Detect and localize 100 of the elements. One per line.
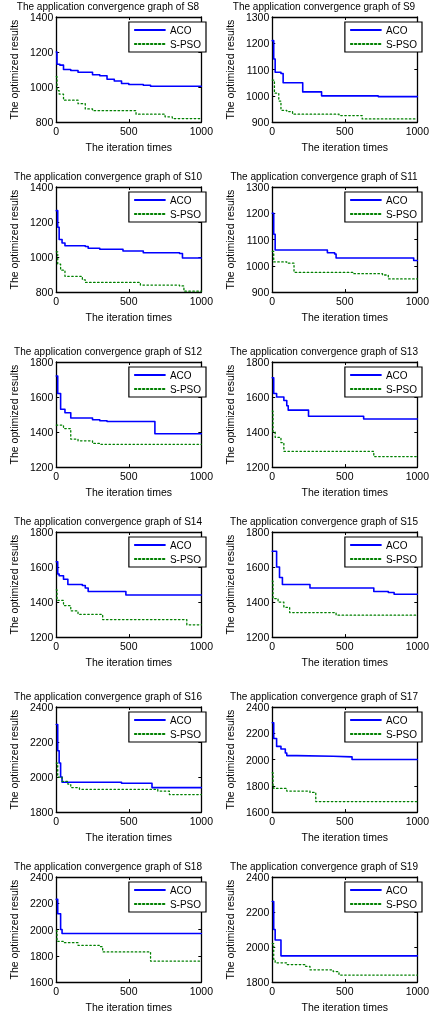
- y-tick-label: 1400: [29, 181, 54, 193]
- y-tick-label: 900: [251, 286, 270, 299]
- y-tick-label: 1200: [29, 461, 54, 474]
- x-axis-title: The iteration times: [85, 310, 172, 323]
- x-tick-label: 500: [120, 639, 138, 652]
- legend-label: ACO: [385, 539, 408, 551]
- x-tick-label: 500: [336, 469, 354, 482]
- x-tick-label: 1000: [405, 639, 430, 652]
- x-tick-label: 0: [269, 814, 276, 827]
- y-axis-title: The optimized results: [7, 534, 20, 635]
- x-tick-label: 0: [53, 814, 60, 827]
- x-axis-title: The iteration times: [85, 830, 172, 843]
- y-axis-title: The optimized results: [7, 709, 20, 810]
- x-axis-title: The iteration times: [301, 655, 388, 668]
- x-tick-label: 500: [120, 814, 138, 827]
- y-tick-label: 1600: [245, 806, 270, 819]
- y-tick-label: 1400: [29, 11, 54, 23]
- y-tick-label: 1400: [245, 596, 270, 609]
- y-tick-label: 1400: [245, 426, 270, 439]
- legend-label: S-PSO: [385, 38, 418, 50]
- y-tick-label: 1000: [29, 81, 54, 94]
- x-tick-label: 0: [53, 294, 60, 307]
- chart-title: The application convergence graph of S15: [230, 515, 419, 527]
- y-tick-label: 1100: [246, 233, 270, 246]
- chart-title: The application convergence graph of S18: [14, 860, 203, 872]
- y-tick-label: 900: [251, 116, 270, 129]
- x-tick-label: 500: [120, 984, 138, 997]
- chart-title: The application convergence graph of S16: [14, 690, 203, 702]
- y-tick-label: 1100: [246, 63, 270, 76]
- x-tick-label: 1000: [189, 984, 214, 997]
- x-tick-label: 1000: [189, 639, 214, 652]
- x-tick-label: 0: [269, 294, 276, 307]
- x-tick-label: 0: [269, 984, 276, 997]
- legend-label: S-PSO: [385, 728, 418, 740]
- chart-title: The application convergence graph of S8: [16, 0, 200, 12]
- y-tick-label: 1800: [29, 356, 54, 368]
- y-tick-label: 1800: [245, 779, 270, 792]
- y-axis-title: The optimized results: [7, 19, 20, 120]
- x-tick-label: 500: [120, 294, 138, 307]
- legend-label: ACO: [385, 369, 408, 381]
- x-axis-title: The iteration times: [301, 1000, 388, 1013]
- x-tick-label: 1000: [405, 124, 430, 137]
- y-tick-label: 1400: [29, 596, 54, 609]
- y-axis-title: The optimized results: [7, 879, 20, 980]
- chart-title: The application convergence graph of S14: [14, 515, 203, 527]
- y-tick-label: 2000: [29, 923, 54, 936]
- chart-title: The application convergence graph of S19: [230, 860, 419, 872]
- y-tick-label: 1200: [245, 631, 270, 644]
- x-tick-label: 0: [53, 469, 60, 482]
- y-tick-label: 1800: [29, 949, 54, 962]
- y-tick-label: 1800: [245, 526, 270, 538]
- x-tick-label: 500: [336, 294, 354, 307]
- legend-label: ACO: [385, 194, 408, 206]
- y-tick-label: 2000: [245, 753, 270, 766]
- x-tick-label: 1000: [405, 469, 430, 482]
- y-tick-label: 1300: [245, 181, 270, 193]
- x-tick-label: 0: [269, 469, 276, 482]
- x-axis-title: The iteration times: [301, 485, 388, 498]
- x-tick-label: 500: [120, 124, 138, 137]
- y-tick-label: 2200: [245, 906, 270, 919]
- legend-label: ACO: [169, 369, 192, 381]
- y-tick-label: 2000: [29, 771, 54, 784]
- x-axis-title: The iteration times: [85, 485, 172, 498]
- y-axis-title: The optimized results: [223, 534, 236, 635]
- y-axis-title: The optimized results: [223, 19, 236, 120]
- y-tick-label: 2000: [245, 941, 270, 954]
- y-tick-label: 1400: [29, 426, 54, 439]
- legend-label: ACO: [385, 714, 408, 726]
- chart-title: The application convergence graph of S17: [230, 690, 419, 702]
- y-tick-label: 1200: [245, 461, 270, 474]
- y-tick-label: 2400: [245, 701, 270, 713]
- legend-label: ACO: [385, 884, 408, 896]
- legend-label: S-PSO: [169, 898, 202, 910]
- x-tick-label: 1000: [189, 124, 214, 137]
- y-tick-label: 1200: [245, 207, 270, 220]
- legend-label: S-PSO: [169, 208, 202, 220]
- y-tick-label: 1600: [29, 391, 54, 404]
- y-tick-label: 1000: [245, 259, 270, 272]
- y-axis-title: The optimized results: [7, 189, 20, 290]
- y-axis-title: The optimized results: [223, 879, 236, 980]
- x-tick-label: 1000: [189, 469, 214, 482]
- x-tick-label: 1000: [405, 294, 430, 307]
- legend-label: ACO: [169, 24, 192, 36]
- y-tick-label: 1000: [245, 89, 270, 102]
- y-axis-title: The optimized results: [223, 189, 236, 290]
- chart-title: The application convergence graph of S10: [14, 170, 203, 182]
- y-tick-label: 2400: [245, 871, 270, 883]
- y-tick-label: 1600: [29, 976, 54, 989]
- x-tick-label: 1000: [405, 984, 430, 997]
- y-tick-label: 1200: [29, 631, 54, 644]
- x-axis-title: The iteration times: [85, 1000, 172, 1013]
- chart-title: The application convergence graph of S12: [14, 345, 203, 357]
- x-tick-label: 500: [120, 469, 138, 482]
- x-axis-title: The iteration times: [301, 140, 388, 153]
- legend-label: S-PSO: [169, 728, 202, 740]
- legend-label: ACO: [169, 714, 192, 726]
- x-tick-label: 500: [336, 984, 354, 997]
- x-tick-label: 0: [53, 124, 60, 137]
- legend-label: S-PSO: [169, 553, 202, 565]
- y-tick-label: 1800: [29, 806, 54, 819]
